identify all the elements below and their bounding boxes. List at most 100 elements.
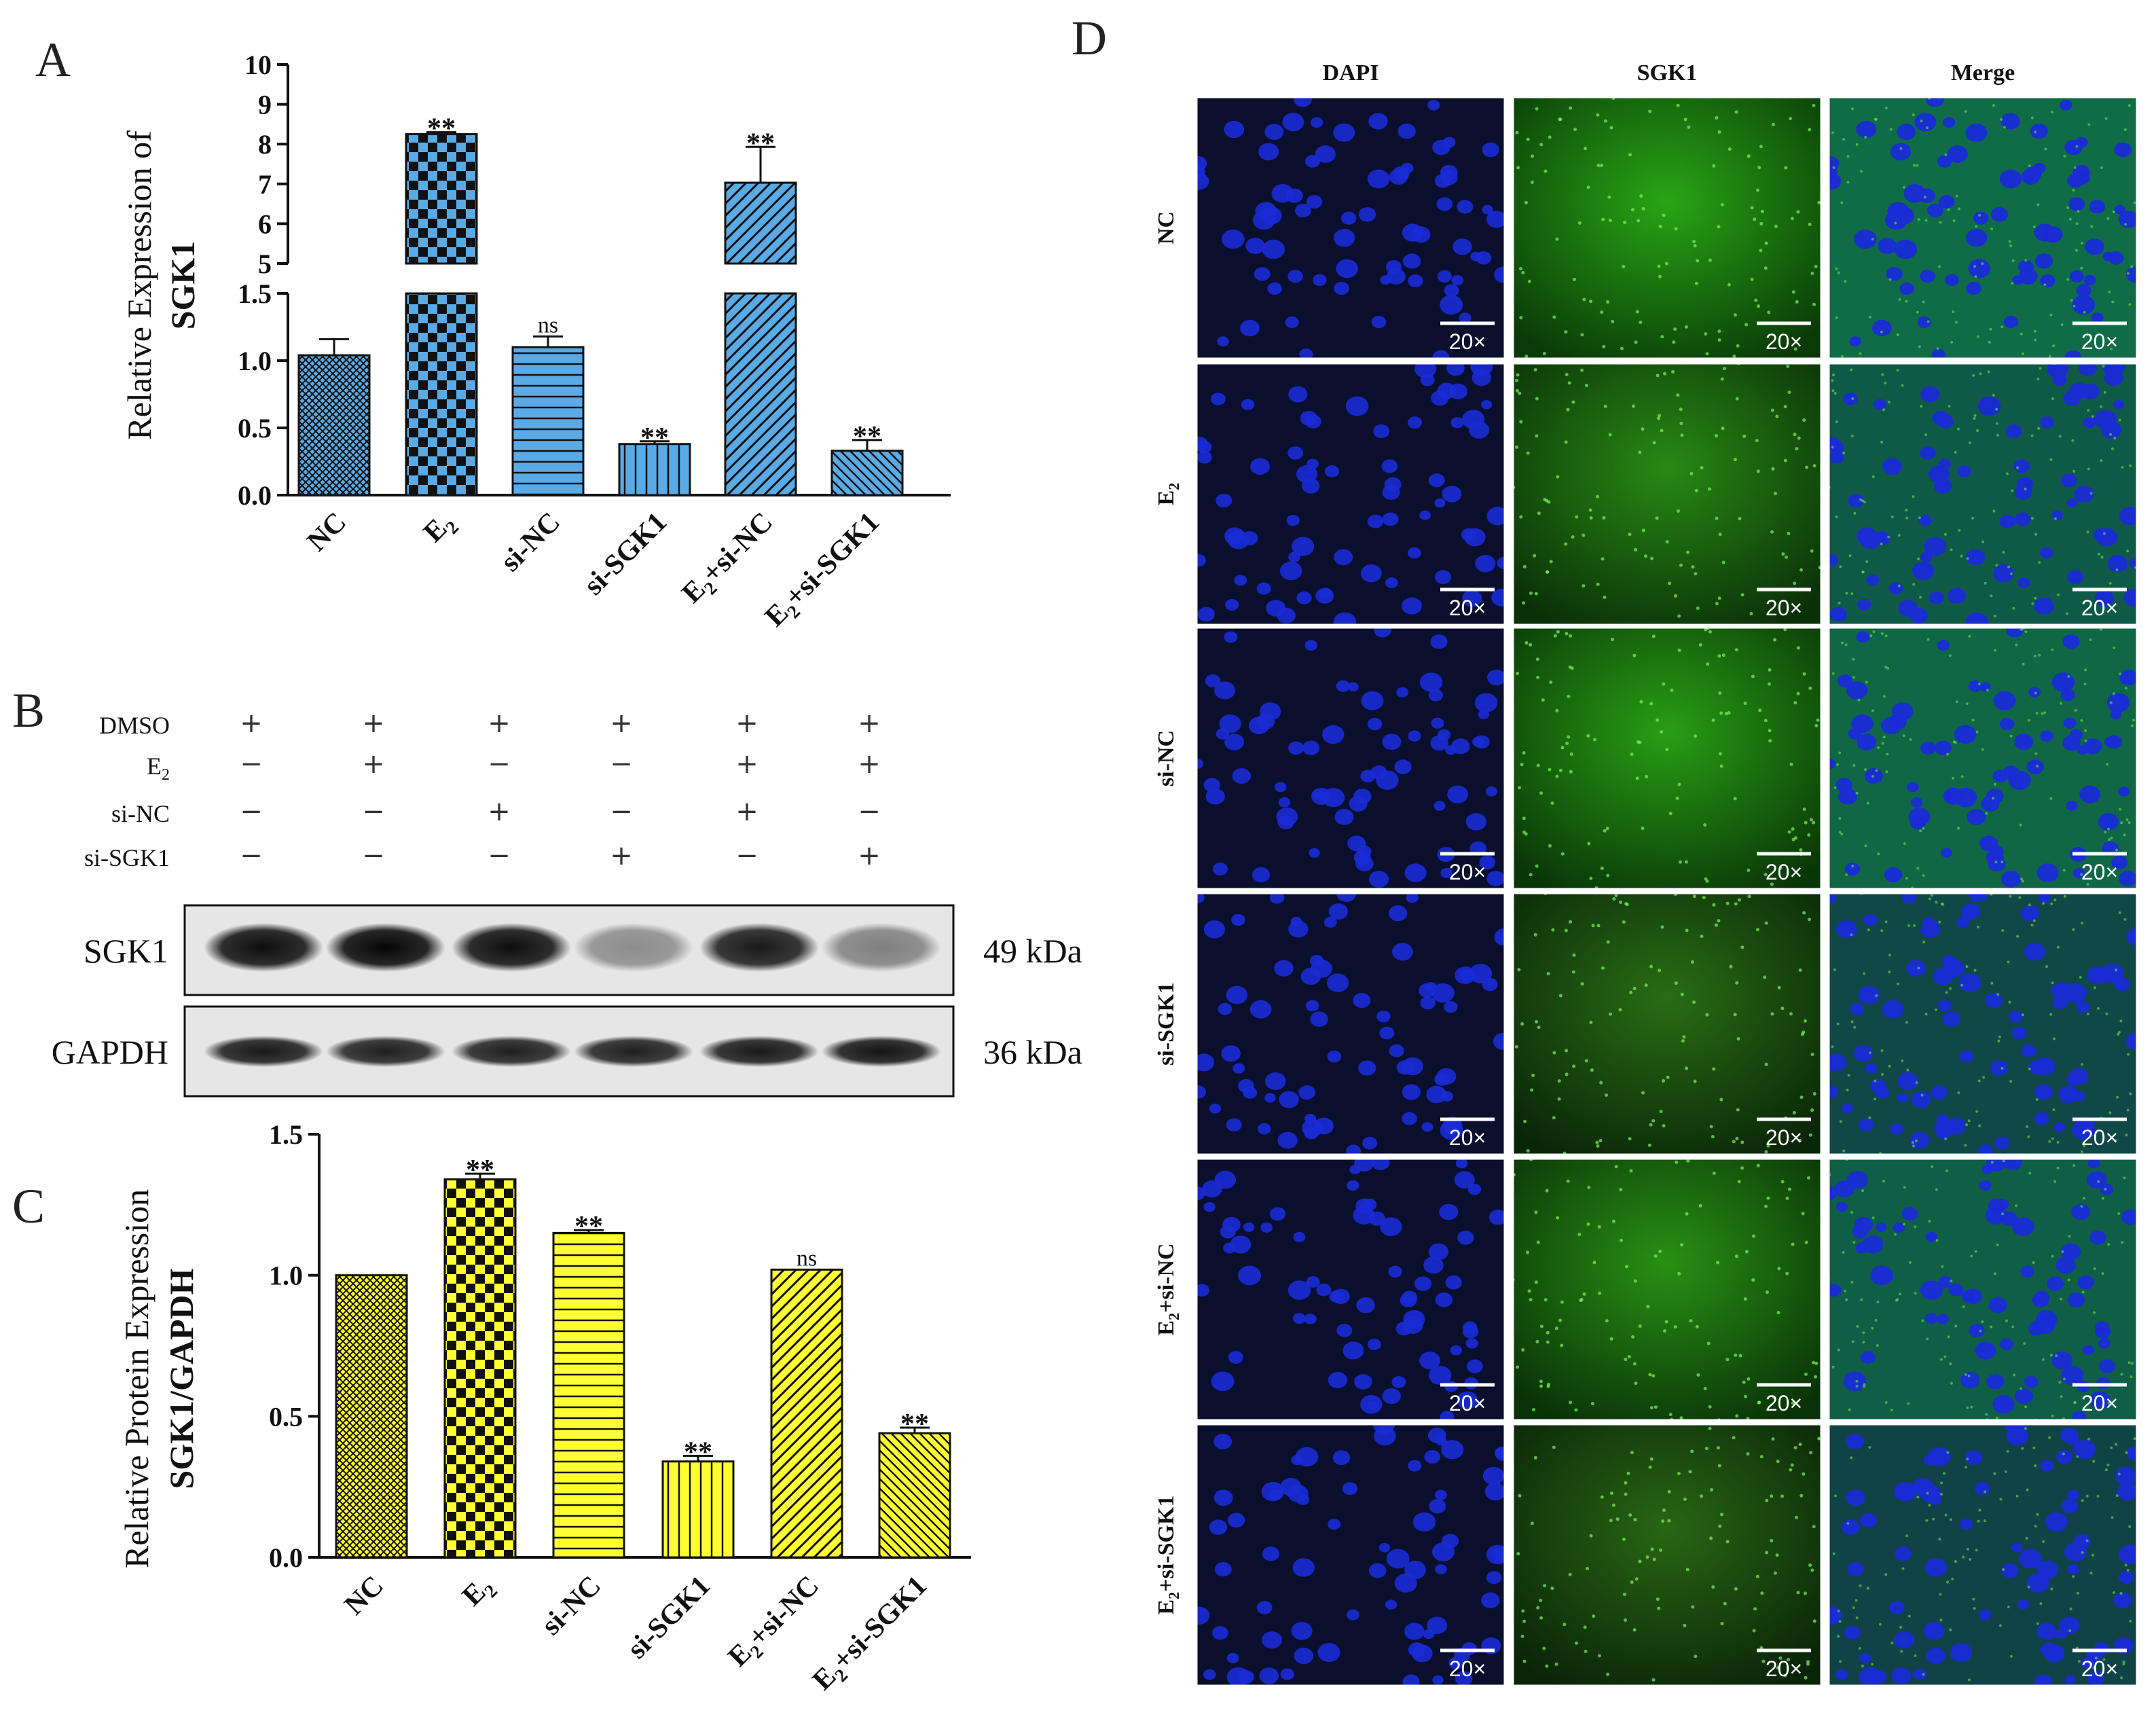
- micrograph-cell: 20×: [1512, 892, 1823, 1156]
- chart-c-significance: **: [684, 1436, 712, 1468]
- micrograph-grid-d: DAPI SGK1 Merge NC 20× 20× 20× E2 20× 20× 20× si-NC…: [1154, 60, 2138, 1687]
- chart-c-tick-label: 1.0: [269, 1261, 303, 1291]
- micrograph-row-header: E2: [1154, 483, 1182, 506]
- micrograph-cell: 20×: [1512, 1423, 1823, 1687]
- chart-a-significance: **: [746, 128, 775, 159]
- chart-a-tick-label: 0.5: [238, 413, 272, 444]
- micrograph-cell: 20×: [1195, 1423, 1506, 1687]
- western-band: [699, 1036, 819, 1067]
- scale-bar-label: 20×: [2081, 1391, 2118, 1415]
- micrograph-column-header: Merge: [1951, 60, 2015, 86]
- western-treatment-mark: −: [362, 840, 385, 871]
- micrograph-row-header: si-SGK1: [1154, 982, 1179, 1066]
- scale-bar-label: 20×: [1766, 1125, 1802, 1150]
- western-treatment-mark: +: [362, 708, 385, 739]
- chart-a-tick-label: 10: [244, 50, 272, 80]
- chart-a-bar-upper: [405, 133, 478, 265]
- chart-a-tick-label: 5: [258, 249, 272, 279]
- micrograph-cell: 20×: [1827, 626, 2138, 890]
- chart-a-relative-expression: Relative Expression of SGK1 0.0 0.5 1.0 1.5…: [120, 50, 951, 633]
- western-treatment-mark: −: [240, 796, 263, 827]
- micrograph-cell: 20×: [1512, 1157, 1823, 1422]
- chart-c-bar: [770, 1268, 843, 1559]
- chart-c-ylabel-line2: SGK1/GAPDH: [162, 1268, 200, 1489]
- scale-bar-label: 20×: [2081, 1657, 2118, 1681]
- western-treatment-mark: +: [735, 748, 759, 780]
- micrograph-cell: 20×: [1195, 892, 1506, 1156]
- micrograph-cell: 20×: [1195, 96, 1506, 360]
- micrograph-row-header: NC: [1154, 211, 1179, 245]
- micrograph-cell: 20×: [1512, 626, 1823, 890]
- western-band: [452, 923, 571, 972]
- micrograph-cell: 20×: [1827, 1423, 2138, 1687]
- western-treatment-mark: +: [362, 748, 385, 780]
- chart-a-tick-label: 6: [258, 209, 272, 239]
- scale-bar-label: 20×: [1449, 1391, 1486, 1415]
- chart-a-significance: **: [427, 113, 456, 145]
- western-treatment-mark: −: [858, 796, 881, 827]
- western-band: [574, 923, 693, 972]
- chart-c-category-label: E2+si-NC: [723, 1570, 828, 1676]
- chart-a-tick-label: 9: [258, 90, 272, 120]
- micrograph-cell: 20×: [1827, 1157, 2138, 1422]
- chart-a-tick-label: 0.0: [238, 480, 272, 511]
- chart-c-bar: [878, 1432, 951, 1559]
- western-band: [822, 923, 941, 972]
- panel-letter-a: A: [35, 33, 71, 87]
- chart-a-significance: **: [853, 421, 881, 452]
- western-treatment-mark: +: [610, 840, 633, 871]
- chart-a-tick-label: 8: [258, 129, 272, 160]
- micrograph-cell: 20×: [1512, 96, 1823, 360]
- chart-a-tick-label: 1.5: [238, 278, 272, 309]
- western-treatment-mark: −: [240, 840, 263, 871]
- western-treatment-mark: +: [858, 748, 881, 780]
- western-treatment-mark: −: [488, 748, 511, 780]
- chart-c-tick-label: 0.0: [269, 1542, 303, 1573]
- micrograph-cell: 20×: [1827, 362, 2138, 626]
- chart-c-tick-label: 0.5: [269, 1401, 303, 1432]
- chart-a-tick-label: 1.0: [238, 346, 272, 376]
- western-treatment-mark: +: [488, 796, 511, 827]
- western-treatment-mark: +: [735, 708, 759, 739]
- scale-bar-label: 20×: [1449, 596, 1486, 620]
- western-treatment-mark: +: [240, 708, 263, 739]
- micrograph-column-header: SGK1: [1637, 60, 1698, 86]
- chart-c-tick-label: 1.5: [269, 1119, 303, 1150]
- chart-c-category-label: si-SGK1: [621, 1570, 716, 1665]
- western-band-name: GAPDH: [52, 1033, 168, 1071]
- scale-bar-label: 20×: [1449, 329, 1486, 354]
- panel-letter-b: B: [12, 683, 45, 738]
- chart-c-significance: **: [466, 1155, 494, 1186]
- western-treatment-mark: +: [858, 840, 881, 871]
- chart-c-bar: [552, 1231, 625, 1559]
- micrograph-cell: 20×: [1195, 626, 1506, 890]
- scale-bar-label: 20×: [1449, 860, 1486, 884]
- western-treatment-mark: +: [858, 708, 881, 739]
- chart-a-category-label: E2: [418, 507, 462, 551]
- chart-a-category-label: NC: [302, 507, 352, 558]
- western-treatment-mark: +: [488, 708, 511, 739]
- chart-a-category-label: si-SGK1: [578, 507, 673, 602]
- scale-bar-label: 20×: [1766, 1391, 1802, 1415]
- western-band: [204, 1036, 323, 1067]
- micrograph-row-header: E2+si-NC: [1154, 1243, 1182, 1335]
- western-row-label: si-NC: [111, 800, 170, 827]
- chart-a-category-label: E2+si-NC: [676, 507, 782, 613]
- western-treatment-mark: +: [610, 708, 633, 739]
- chart-a-significance: ns: [538, 312, 558, 338]
- chart-a-significance: **: [640, 422, 669, 454]
- micrograph-cell: 20×: [1827, 96, 2138, 360]
- western-row-label: DMSO: [99, 712, 170, 739]
- chart-a-bar: [830, 450, 904, 496]
- panel-letter-d: D: [1072, 11, 1107, 65]
- western-treatment-mark: −: [610, 748, 633, 780]
- chart-a-ylabel-line1: Relative Expression of: [120, 130, 158, 440]
- western-treatment-mark: −: [240, 748, 263, 780]
- western-band-size: 36 kDa: [983, 1033, 1082, 1071]
- western-row-label: si-SGK1: [84, 844, 170, 871]
- western-band: [822, 1036, 941, 1067]
- scale-bar-label: 20×: [1449, 1657, 1486, 1681]
- western-band: [204, 923, 323, 972]
- scale-bar-label: 20×: [2081, 329, 2118, 354]
